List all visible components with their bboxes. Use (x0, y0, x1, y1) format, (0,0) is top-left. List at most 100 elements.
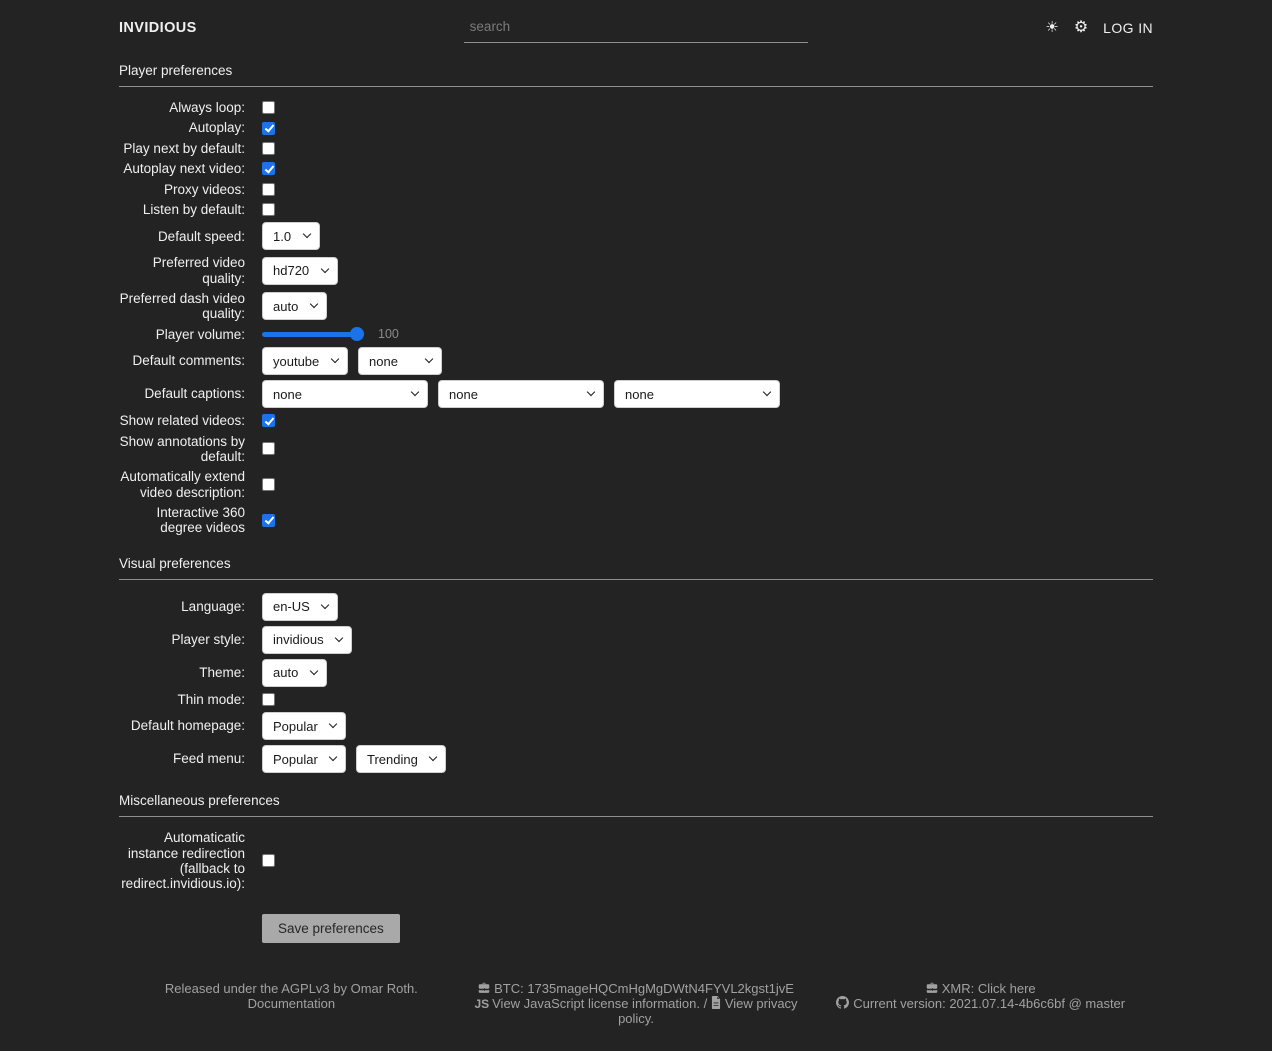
row-controls (262, 414, 1153, 428)
proxy-videos-checkbox[interactable] (262, 182, 275, 196)
row-controls: hd720 (262, 256, 1153, 285)
field-label-auto-redirect: Automaticatic instance redirection (fall… (121, 830, 245, 892)
field-label-language: Language: (181, 599, 245, 615)
default-comments-select-control[interactable]: youtube (262, 347, 348, 376)
annotations-checkbox[interactable] (262, 442, 275, 456)
listen-default-checkbox[interactable] (262, 203, 275, 217)
default-captions-select-2-control[interactable]: none (438, 380, 604, 409)
login-button[interactable]: LOG IN (1103, 19, 1154, 36)
documentation-link[interactable]: Documentation (247, 995, 336, 1011)
row-controls (262, 854, 1153, 868)
preferred-dash-quality-select: auto (262, 292, 327, 321)
header-left: INVIDIOUS (119, 20, 464, 36)
theme-select: auto (262, 658, 327, 687)
row-controls (262, 182, 1153, 196)
field-label-default-speed: Default speed: (157, 228, 245, 244)
theme-select-control[interactable]: auto (262, 658, 327, 687)
page-container: INVIDIOUS ☀ ⚙ LOG IN Player preferences A… (119, 0, 1153, 1051)
row-controls: Popular (262, 712, 1153, 741)
form-row-thin-mode: Thin mode: (119, 692, 1153, 707)
vr-mode-checkbox[interactable] (262, 513, 275, 527)
license-text: Released under the AGPLv3 by Omar Roth. (164, 980, 418, 996)
search-input[interactable] (463, 12, 809, 43)
default-speed-select-control[interactable]: 1.0 (262, 222, 320, 251)
row-controls: invidious (262, 625, 1153, 654)
default-comments-select-2-control[interactable]: none (358, 347, 442, 376)
form-row-default-comments: Default comments: youtube none (119, 347, 1153, 376)
row-controls: en-US (262, 592, 1153, 621)
feed-menu-select-2-control[interactable]: Trending (356, 745, 446, 774)
form-row-default-homepage: Default homepage: Popular (119, 712, 1153, 741)
auto-redirect-checkbox[interactable] (262, 854, 275, 868)
autoplay-next-checkbox[interactable] (262, 162, 275, 176)
preferred-dash-quality-select-control[interactable]: auto (262, 292, 327, 321)
section-divider (119, 816, 1153, 818)
player-style-select-control[interactable]: invidious (262, 625, 352, 654)
extend-desc-checkbox[interactable] (262, 478, 275, 492)
section-heading-player: Player preferences (119, 63, 233, 78)
form-row-default-speed: Default speed: 1.0 (119, 222, 1153, 251)
default-captions-select-2: none (438, 380, 604, 409)
header-search (463, 12, 809, 43)
form-row-extend-desc: Automatically extend video description: (119, 469, 1153, 500)
play-next-checkbox[interactable] (262, 141, 275, 155)
default-captions-select-3-control[interactable]: none (614, 380, 780, 409)
sun-icon[interactable]: ☀ (1045, 19, 1059, 36)
preferred-quality-select-control[interactable]: hd720 (262, 256, 338, 285)
player-volume-slider[interactable] (262, 327, 364, 342)
feed-menu-select-control[interactable]: Popular (262, 745, 346, 774)
js-license-link[interactable]: View JavaScript license information. (492, 995, 700, 1011)
row-controls: youtube none (262, 347, 1153, 376)
field-label-preferred-dash-quality: Preferred dash video quality: (119, 291, 245, 322)
field-label-player-volume: Player volume: (155, 326, 245, 342)
header-right: ☀ ⚙ LOG IN (808, 18, 1154, 36)
thin-mode-checkbox[interactable] (262, 692, 275, 706)
field-label-autoplay-next: Autoplay next video: (123, 161, 245, 177)
footer-separator: / (699, 995, 711, 1011)
form-row-player-style: Player style: invidious (119, 625, 1153, 654)
save-preferences-button[interactable]: Save preferences (262, 913, 400, 943)
row-controls (262, 121, 1153, 135)
file-icon (711, 995, 725, 1011)
field-label-theme: Theme: (199, 665, 245, 681)
javascript-icon: JS (474, 996, 490, 1011)
field-label-default-captions: Default captions: (144, 386, 245, 402)
version-label: Current version: (853, 995, 950, 1011)
row-controls (262, 141, 1153, 155)
default-homepage-select-control[interactable]: Popular (262, 712, 346, 741)
invidious-logo[interactable]: INVIDIOUS (119, 19, 197, 36)
version-link[interactable]: 2021.07.14-4b6c6bf @ master (949, 995, 1126, 1011)
gear-icon[interactable]: ⚙ (1073, 18, 1089, 36)
language-select-control[interactable]: en-US (262, 592, 338, 621)
field-label-thin-mode: Thin mode: (177, 691, 245, 707)
player-volume-value: 100 (378, 327, 399, 342)
xmr-link[interactable]: Click here (977, 980, 1036, 996)
row-controls (262, 203, 1153, 217)
form-row-proxy-videos: Proxy videos: (119, 182, 1153, 197)
form-row-language: Language: en-US (119, 592, 1153, 621)
field-label-proxy-videos: Proxy videos: (163, 181, 245, 197)
default-comments-select: youtube (262, 347, 348, 376)
page-footer: Released under the AGPLv3 by Omar Roth. … (119, 981, 1153, 1051)
always-loop-checkbox[interactable] (262, 101, 275, 115)
related-videos-checkbox[interactable] (262, 414, 275, 428)
section-heading-misc: Miscellaneous preferences (119, 793, 280, 809)
field-label-autoplay: Autoplay: (188, 120, 245, 136)
field-label-always-loop: Always loop: (169, 100, 245, 115)
section-divider (119, 86, 1153, 87)
form-row-vr-mode: Interactive 360 degree videos (119, 505, 1153, 536)
field-label-extend-desc: Automatically extend video description: (120, 469, 245, 500)
footer-license-column: Released under the AGPLv3 by Omar Roth. … (119, 981, 464, 1027)
row-controls (262, 442, 1153, 456)
form-row-always-loop: Always loop: (119, 100, 1153, 115)
row-controls: Popular Trending (262, 745, 1153, 774)
autoplay-checkbox[interactable] (262, 121, 275, 135)
field-label-feed-menu: Feed menu: (172, 751, 245, 767)
default-captions-select: none (262, 380, 428, 409)
preferences-form: Player preferences Always loop: Autoplay: P… (119, 63, 1153, 892)
form-row-autoplay-next: Autoplay next video: (119, 161, 1153, 176)
row-controls (262, 478, 1153, 492)
section-heading-visual: Visual preferences (119, 555, 231, 571)
form-row-player-volume: Player volume: 100 (119, 327, 1153, 342)
default-captions-select-control[interactable]: none (262, 380, 428, 409)
